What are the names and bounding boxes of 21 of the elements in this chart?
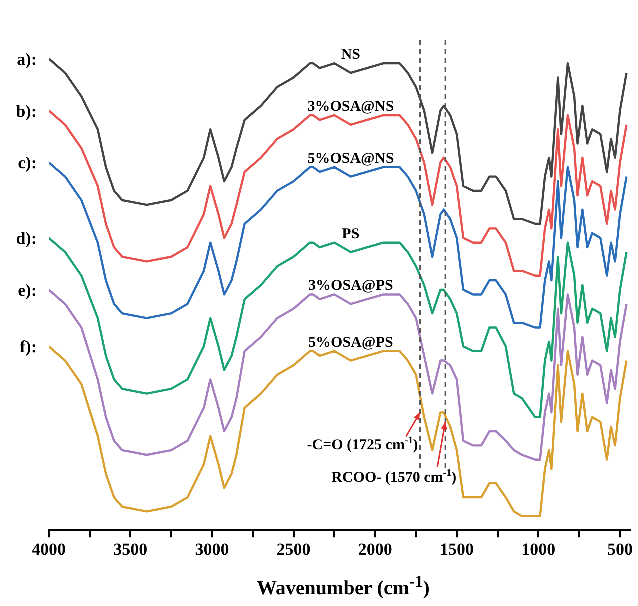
annotation: d): [16, 229, 38, 248]
x-tick-label: 1000 [522, 540, 556, 560]
x-tick-label: 1500 [440, 540, 474, 560]
x-tick-label: 2000 [358, 540, 392, 560]
annotation: c): [18, 154, 38, 173]
x-tick-label: 2500 [276, 540, 311, 560]
series-label: 5%OSA@PS [308, 334, 394, 351]
annotation: f): [20, 338, 37, 357]
series-label: 5%OSA@NS [308, 150, 394, 167]
annotation: b): [16, 102, 38, 121]
x-tick-label: 500 [607, 540, 633, 560]
series-label: 3%OSA@PS [308, 278, 394, 294]
series-label: NS [341, 47, 361, 64]
x-tick-label: 3500 [114, 540, 148, 560]
x-axis-title: Wavenumber (cm$^{-1}$) [256, 572, 431, 601]
annotation: a): [17, 50, 38, 69]
x-tick-label: 4000 [32, 540, 66, 560]
annotation: e): [18, 281, 38, 300]
x-tick-label: 3000 [195, 540, 230, 560]
series-label: PS [342, 226, 360, 242]
series-label: 3%OSA@NS [308, 98, 394, 115]
